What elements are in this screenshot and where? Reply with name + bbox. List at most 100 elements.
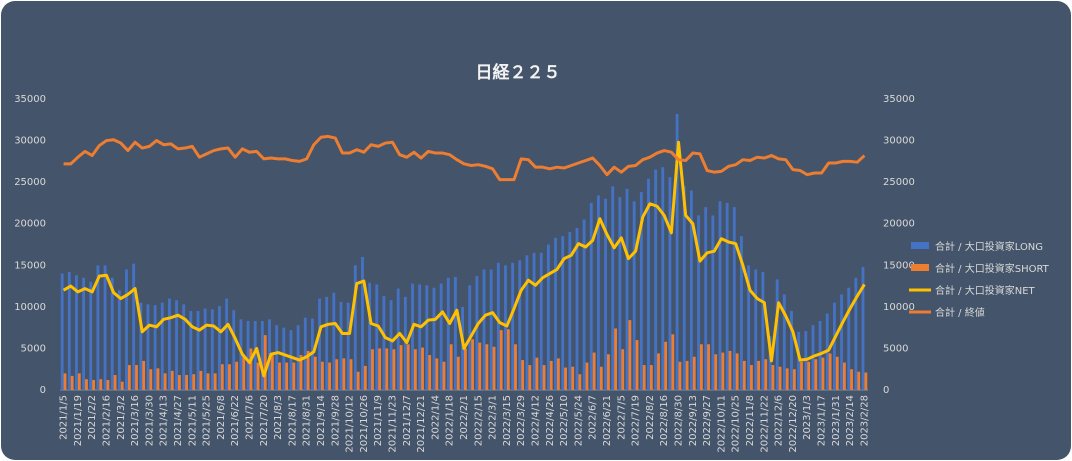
bar: [453, 276, 457, 390]
bar: [639, 192, 643, 390]
bar: [614, 328, 618, 390]
bar: [649, 365, 653, 390]
bar: [282, 327, 286, 390]
bar: [82, 277, 86, 390]
bar: [568, 232, 572, 390]
bar: [611, 186, 615, 390]
x-tick-label: 2022/3/1: [488, 395, 499, 440]
bar: [75, 275, 78, 390]
y-tick-label: 0: [40, 385, 46, 396]
bar: [249, 348, 253, 390]
bar: [675, 113, 679, 391]
bar: [697, 215, 700, 390]
x-tick-label: 2022/10/11: [716, 395, 727, 453]
bar: [661, 167, 665, 390]
bar: [406, 344, 410, 390]
bar: [235, 361, 239, 390]
bar: [575, 227, 579, 390]
bar: [375, 284, 379, 390]
bar: [678, 361, 682, 390]
bar: [210, 309, 214, 390]
bar: [475, 276, 479, 390]
bar: [792, 369, 796, 390]
bar: [256, 362, 260, 390]
y2-tick-label: 15000: [883, 260, 915, 271]
bar: [585, 362, 589, 390]
x-tick-label: 2022/9/13: [688, 395, 699, 446]
bar: [821, 357, 825, 390]
line-series: [63, 134, 866, 182]
bar: [421, 347, 424, 390]
bar: [260, 320, 264, 390]
x-tick-label: 2022/11/8: [745, 395, 756, 446]
bar: [320, 361, 324, 390]
bar: [842, 362, 846, 390]
bar: [303, 317, 307, 390]
bar: [754, 269, 758, 390]
bar: [764, 359, 768, 390]
y2-tick-label: 5000: [883, 343, 908, 354]
bar: [499, 330, 503, 390]
bar: [582, 219, 586, 390]
x-tick-label: 2022/5/10: [559, 395, 570, 446]
y2-tick-label: 10000: [883, 302, 915, 313]
x-tick-label: 2021/8/17: [287, 395, 298, 446]
y-tick-label: 10000: [14, 302, 46, 313]
bar: [146, 304, 150, 390]
bar: [554, 237, 557, 390]
bar: [428, 355, 432, 390]
bar: [689, 190, 693, 390]
bar: [549, 360, 553, 390]
bar: [120, 381, 124, 390]
x-tick-label: 2021/3/2: [116, 395, 127, 440]
bar: [385, 348, 389, 390]
bar: [514, 344, 517, 390]
bar: [682, 186, 686, 390]
bar: [156, 368, 160, 390]
bar: [349, 359, 353, 390]
bar: [77, 373, 81, 390]
bar: [561, 236, 565, 390]
bar: [396, 288, 400, 390]
bar: [246, 320, 250, 390]
bar: [189, 311, 193, 390]
legend-swatch: [911, 264, 929, 271]
bar: [521, 360, 525, 390]
bar: [425, 285, 429, 390]
bar: [263, 335, 267, 390]
bar: [382, 296, 386, 390]
x-tick-label: 2022/1/18: [445, 395, 456, 446]
bar: [113, 375, 117, 390]
y-tick-label: 35000: [14, 94, 46, 105]
bar: [299, 355, 303, 390]
bar: [432, 287, 436, 390]
bar: [185, 375, 188, 390]
bar: [149, 369, 153, 390]
bar: [442, 361, 446, 390]
x-tick-label: 2022/6/21: [602, 395, 613, 446]
bar: [163, 373, 167, 390]
x-tick-label: 2022/4/12: [531, 395, 542, 446]
bar: [747, 265, 751, 390]
bar: [160, 302, 164, 390]
x-tick-label: 2022/3/15: [502, 395, 513, 446]
x-tick-label: 2022/8/2: [645, 395, 656, 440]
bar: [504, 265, 507, 390]
bar: [785, 368, 789, 390]
bar: [106, 380, 110, 390]
bar: [125, 269, 128, 390]
x-tick-label: 2022/7/5: [616, 395, 627, 440]
bar: [671, 334, 675, 390]
bar: [228, 364, 231, 390]
bar: [835, 356, 839, 390]
bar: [721, 352, 725, 390]
bar: [242, 355, 246, 390]
bar: [775, 279, 779, 390]
bar: [439, 283, 443, 390]
bar: [782, 294, 786, 390]
bar: [692, 356, 696, 390]
bar: [403, 296, 407, 390]
bar: [635, 340, 639, 390]
bar: [857, 371, 861, 390]
